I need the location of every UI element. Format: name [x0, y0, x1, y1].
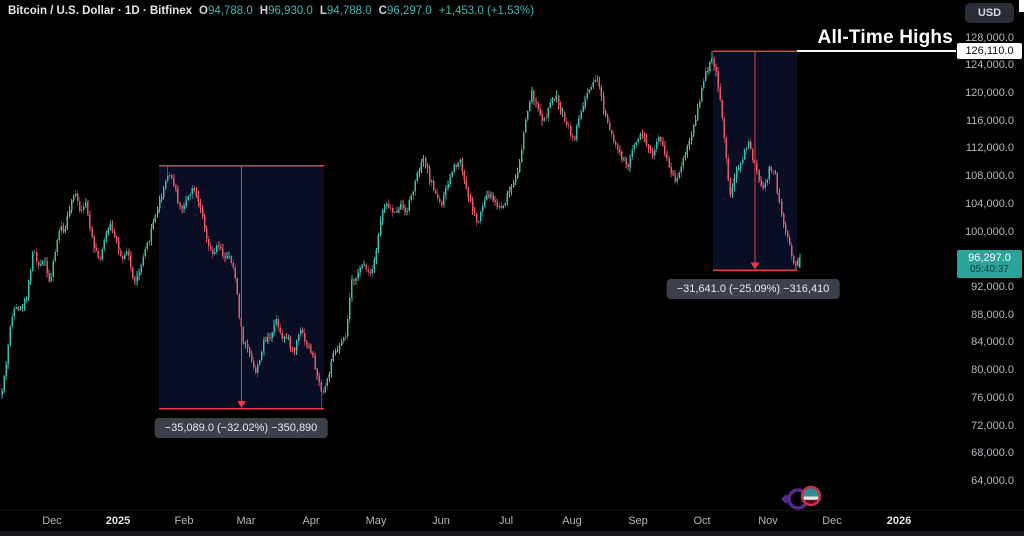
price-axis-tick: 116,000.0	[965, 114, 1014, 127]
watermark-logo	[781, 485, 822, 510]
time-axis-tick: Oct	[693, 515, 711, 527]
time-axis-tick: Mar	[236, 515, 256, 527]
price-axis-tick: 76,000.0	[971, 391, 1014, 404]
time-axis-tick: Jun	[432, 515, 450, 527]
price-axis-tick: 84,000.0	[971, 336, 1014, 349]
window-edge-highlight	[1019, 0, 1024, 12]
up-candle-bodies	[1, 58, 801, 395]
ath-price-axis-label: 126,110.0	[957, 43, 1022, 60]
high-value: 96,930.0	[268, 5, 313, 17]
open-label: O	[199, 5, 208, 17]
time-axis-tick: May	[365, 515, 387, 527]
chart-legend: Bitcoin / U.S. Dollar · 1D · Bitfinex O94…	[8, 5, 534, 17]
price-axis-tick: 108,000.0	[965, 170, 1014, 183]
price-axis-tick: 120,000.0	[965, 86, 1014, 99]
price-axis-tick: 72,000.0	[971, 419, 1014, 432]
time-axis-tick: 2026	[886, 515, 912, 527]
low-value: 94,788.0	[326, 5, 372, 17]
time-axis-tick: Sep	[628, 515, 648, 527]
measure-tool-label-jan-apr[interactable]: −35,089.0 (−32.02%) −350,890	[154, 418, 328, 438]
up-candle-wicks	[1, 51, 801, 400]
price-axis-tick: 104,000.0	[965, 197, 1014, 210]
price-axis-tick: 64,000.0	[971, 475, 1014, 488]
change-value: +1,453.0 (+1.53%)	[438, 5, 534, 17]
all-time-highs-label: All-Time Highs	[817, 27, 953, 48]
down-candle-wicks	[17, 56, 797, 409]
price-axis-tick: 68,000.0	[971, 447, 1014, 460]
price-axis-tick: 100,000.0	[965, 225, 1014, 238]
measure-arrowhead	[237, 400, 246, 408]
down-candle-bodies	[17, 58, 797, 393]
axis-separator	[0, 510, 1024, 511]
time-axis-tick: Dec	[42, 515, 62, 527]
price-axis-tick: 112,000.0	[965, 142, 1014, 155]
bar-close-countdown: 05:40:37	[970, 263, 1009, 275]
price-axis-tick: 88,000.0	[971, 308, 1014, 321]
currency-toggle-button[interactable]: USD	[965, 3, 1014, 23]
current-price-axis-label: 96,297.0 05:40:37	[957, 249, 1022, 278]
time-axis-tick: Dec	[822, 515, 842, 527]
time-axis-tick: Apr	[302, 515, 320, 527]
current-price-value: 96,297.0	[968, 251, 1011, 264]
symbol-title[interactable]: Bitcoin / U.S. Dollar · 1D · Bitfinex	[8, 5, 193, 17]
time-axis-tick: Jul	[498, 515, 514, 527]
time-axis-tick: Aug	[562, 515, 582, 527]
time-axis-tick: Feb	[174, 515, 194, 527]
measure-tool-label-oct-nov[interactable]: −31,641.0 (−25.09%) −316,410	[666, 279, 840, 299]
low-label: L	[319, 5, 327, 17]
close-value: 96,297.0	[386, 5, 432, 17]
time-axis-tick: Nov	[758, 515, 778, 527]
window-bottom-strip	[0, 531, 1024, 536]
price-axis-tick: 128,000.0	[965, 31, 1014, 44]
high-label: H	[259, 5, 269, 17]
open-value: 94,788.0	[207, 5, 253, 17]
price-axis-tick: 92,000.0	[971, 280, 1014, 293]
price-axis-tick: 124,000.0	[965, 59, 1014, 72]
time-axis-tick: 2025	[105, 515, 131, 527]
measure-arrowhead	[750, 262, 760, 270]
price-axis-tick: 80,000.0	[971, 364, 1014, 377]
close-label: C	[378, 5, 387, 17]
